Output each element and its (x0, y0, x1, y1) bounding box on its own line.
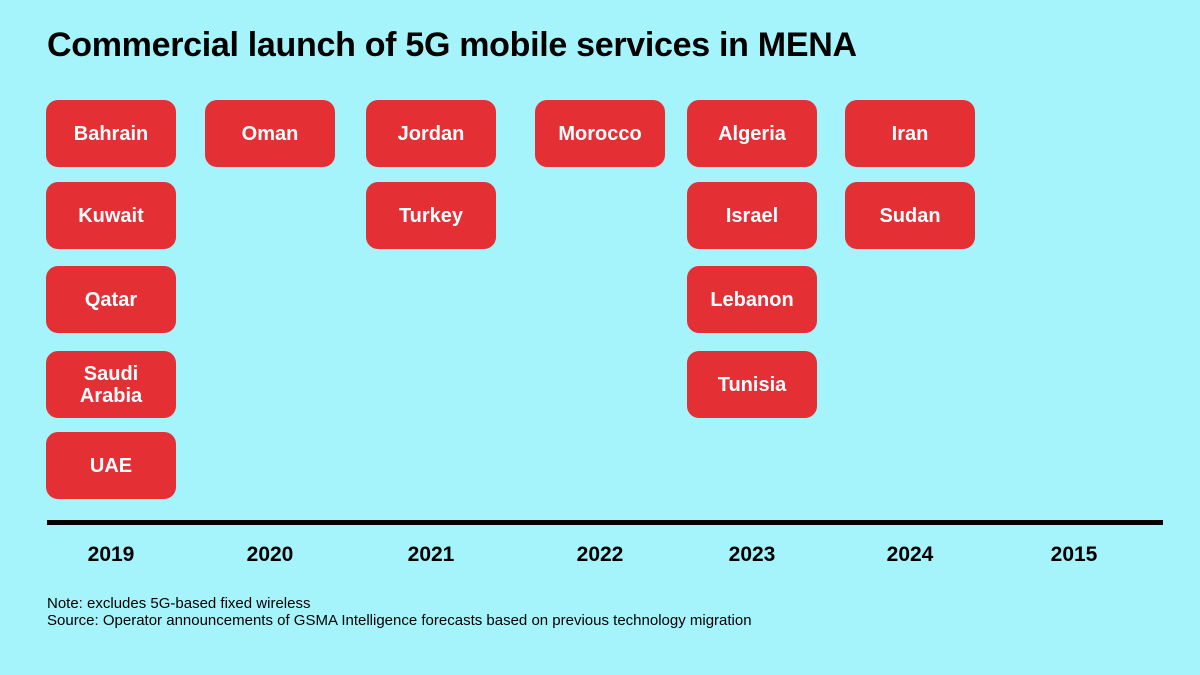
country-box: Turkey (366, 182, 496, 249)
country-box: Morocco (535, 100, 665, 167)
note: Note: excludes 5G-based fixed wireless (47, 595, 311, 612)
year-label: 2019 (87, 543, 135, 566)
country-box: Saudi Arabia (46, 351, 176, 418)
country-box: Iran (845, 100, 975, 167)
year-label: 2020 (246, 543, 294, 566)
country-box: Tunisia (687, 351, 817, 418)
year-label: 2024 (886, 543, 934, 566)
title: Commercial launch of 5G mobile services … (47, 26, 857, 64)
country-box: Lebanon (687, 266, 817, 333)
country-box: Algeria (687, 100, 817, 167)
country-box: UAE (46, 432, 176, 499)
country-box: Sudan (845, 182, 975, 249)
country-box: Kuwait (46, 182, 176, 249)
country-box: Bahrain (46, 100, 176, 167)
country-box: Oman (205, 100, 335, 167)
year-label: 2021 (407, 543, 455, 566)
source: Source: Operator announcements of GSMA I… (47, 612, 752, 629)
country-box: Jordan (366, 100, 496, 167)
year-label: 2015 (1050, 543, 1098, 566)
year-label: 2023 (728, 543, 776, 566)
country-box: Qatar (46, 266, 176, 333)
timeline-axis (47, 520, 1163, 525)
country-box: Israel (687, 182, 817, 249)
year-label: 2022 (576, 543, 624, 566)
